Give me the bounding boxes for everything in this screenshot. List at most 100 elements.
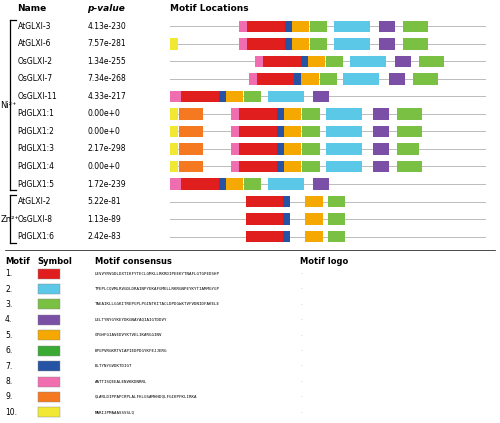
Bar bbox=[240, 126, 277, 137]
Bar bbox=[38, 269, 60, 279]
Bar bbox=[244, 179, 262, 190]
Text: 6.: 6. bbox=[5, 346, 12, 355]
Bar bbox=[395, 56, 411, 67]
Text: AtGLXI-3: AtGLXI-3 bbox=[18, 22, 51, 31]
Bar bbox=[170, 91, 181, 102]
Text: 2.17e-298: 2.17e-298 bbox=[88, 145, 126, 154]
Bar bbox=[334, 21, 370, 32]
Bar bbox=[170, 161, 178, 172]
Text: ·: · bbox=[300, 395, 302, 399]
Bar bbox=[350, 56, 386, 67]
Text: Motif Locations: Motif Locations bbox=[170, 4, 248, 13]
Bar bbox=[268, 91, 304, 102]
Text: MARIJPMAAASSSSLQ: MARIJPMAAASSSSLQ bbox=[95, 410, 135, 415]
Text: PdGLX1:5: PdGLX1:5 bbox=[18, 179, 54, 189]
Bar bbox=[334, 38, 370, 49]
Text: 2.42e-83: 2.42e-83 bbox=[88, 232, 121, 241]
Text: 3.: 3. bbox=[5, 300, 12, 309]
Bar bbox=[219, 91, 226, 102]
Text: OsGLXI-7: OsGLXI-7 bbox=[18, 74, 52, 83]
Bar bbox=[294, 73, 302, 85]
Bar bbox=[268, 179, 304, 190]
Text: 0.00e+0: 0.00e+0 bbox=[88, 110, 120, 118]
Text: 1.13e-89: 1.13e-89 bbox=[88, 214, 121, 223]
Bar bbox=[247, 21, 285, 32]
Bar bbox=[300, 56, 308, 67]
Text: PdGLX1:2: PdGLX1:2 bbox=[18, 127, 54, 136]
Text: EPGPVRGKRTVIAPIEDPDGYKFEJJERG: EPGPVRGKRTVIAPIEDPDGYKFEJJERG bbox=[95, 349, 168, 353]
Bar bbox=[226, 91, 243, 102]
Bar bbox=[310, 21, 328, 32]
Bar bbox=[314, 179, 329, 190]
Text: 7.: 7. bbox=[5, 362, 12, 371]
Text: 5.: 5. bbox=[5, 331, 12, 340]
Bar bbox=[284, 213, 290, 225]
Bar bbox=[232, 126, 239, 137]
Bar bbox=[326, 143, 362, 155]
Bar bbox=[285, 38, 292, 49]
Bar bbox=[308, 56, 325, 67]
Text: Zn²⁺: Zn²⁺ bbox=[0, 214, 20, 223]
Text: LELTYNYGYKEYDKGNAYAQIAIGTDDVY: LELTYNYGYKEYDKGNAYAQIAIGTDDVY bbox=[95, 318, 168, 322]
Bar bbox=[256, 73, 294, 85]
Bar bbox=[419, 56, 444, 67]
Bar bbox=[326, 108, 362, 120]
Bar bbox=[397, 108, 422, 120]
Text: 10.: 10. bbox=[5, 408, 17, 417]
Text: Motif: Motif bbox=[5, 256, 30, 266]
Bar bbox=[180, 161, 203, 172]
Bar bbox=[38, 346, 60, 356]
Bar bbox=[170, 108, 178, 120]
Bar bbox=[314, 91, 329, 102]
Bar bbox=[285, 21, 292, 32]
Bar bbox=[326, 126, 362, 137]
Bar bbox=[412, 73, 438, 85]
Text: 8.: 8. bbox=[5, 377, 12, 386]
Bar bbox=[277, 108, 284, 120]
Text: ·: · bbox=[300, 271, 302, 276]
Bar bbox=[246, 231, 284, 242]
Text: ·: · bbox=[300, 410, 302, 415]
Text: 0.00e+0: 0.00e+0 bbox=[88, 162, 120, 171]
Bar bbox=[240, 21, 247, 32]
Bar bbox=[38, 407, 60, 418]
Bar bbox=[180, 126, 203, 137]
Text: Symbol: Symbol bbox=[38, 256, 72, 266]
Bar bbox=[226, 179, 243, 190]
Text: ·: · bbox=[300, 286, 302, 291]
Bar bbox=[38, 330, 60, 341]
Bar bbox=[277, 126, 284, 137]
Bar bbox=[240, 38, 247, 49]
Bar bbox=[302, 126, 320, 137]
Bar bbox=[389, 73, 404, 85]
Bar bbox=[244, 91, 262, 102]
Text: ·: · bbox=[300, 317, 302, 322]
Text: QLARLDIPPAPCRPLALFHLGSAMHHDQLFGIKPFKLIRKA: QLARLDIPPAPCRPLALFHLGSAMHHDQLFGIKPFKLIRK… bbox=[95, 395, 198, 399]
Bar bbox=[232, 161, 239, 172]
Text: ·: · bbox=[300, 348, 302, 353]
Text: OsGLXI-8: OsGLXI-8 bbox=[18, 214, 52, 223]
Bar bbox=[38, 299, 60, 310]
Text: 4.33e-217: 4.33e-217 bbox=[88, 92, 126, 101]
Bar bbox=[247, 38, 285, 49]
Text: AATTISQEEALENVKKDNRRL: AATTISQEEALENVKKDNRRL bbox=[95, 379, 148, 384]
Bar bbox=[232, 108, 239, 120]
Text: TAEAIKLLGGKITREPGPLPGINTKITACLDPDGWKTVFVDNIDFAKELE: TAEAIKLLGGKITREPGPLPGINTKITACLDPDGWKTVFV… bbox=[95, 302, 220, 307]
Text: 9.: 9. bbox=[5, 393, 12, 401]
Text: ·: · bbox=[300, 364, 302, 369]
Bar bbox=[255, 56, 263, 67]
Text: 1.34e-255: 1.34e-255 bbox=[88, 57, 126, 66]
Text: PdGLX1:1: PdGLX1:1 bbox=[18, 110, 54, 118]
Bar bbox=[310, 38, 328, 49]
Text: 1.: 1. bbox=[5, 269, 12, 278]
Bar bbox=[284, 161, 302, 172]
Bar bbox=[373, 126, 389, 137]
Bar bbox=[249, 73, 256, 85]
Bar bbox=[232, 143, 239, 155]
Bar bbox=[403, 21, 428, 32]
Bar bbox=[240, 143, 277, 155]
Text: Motif logo: Motif logo bbox=[300, 256, 348, 266]
Bar bbox=[302, 143, 320, 155]
Bar bbox=[397, 126, 422, 137]
Bar bbox=[277, 161, 284, 172]
